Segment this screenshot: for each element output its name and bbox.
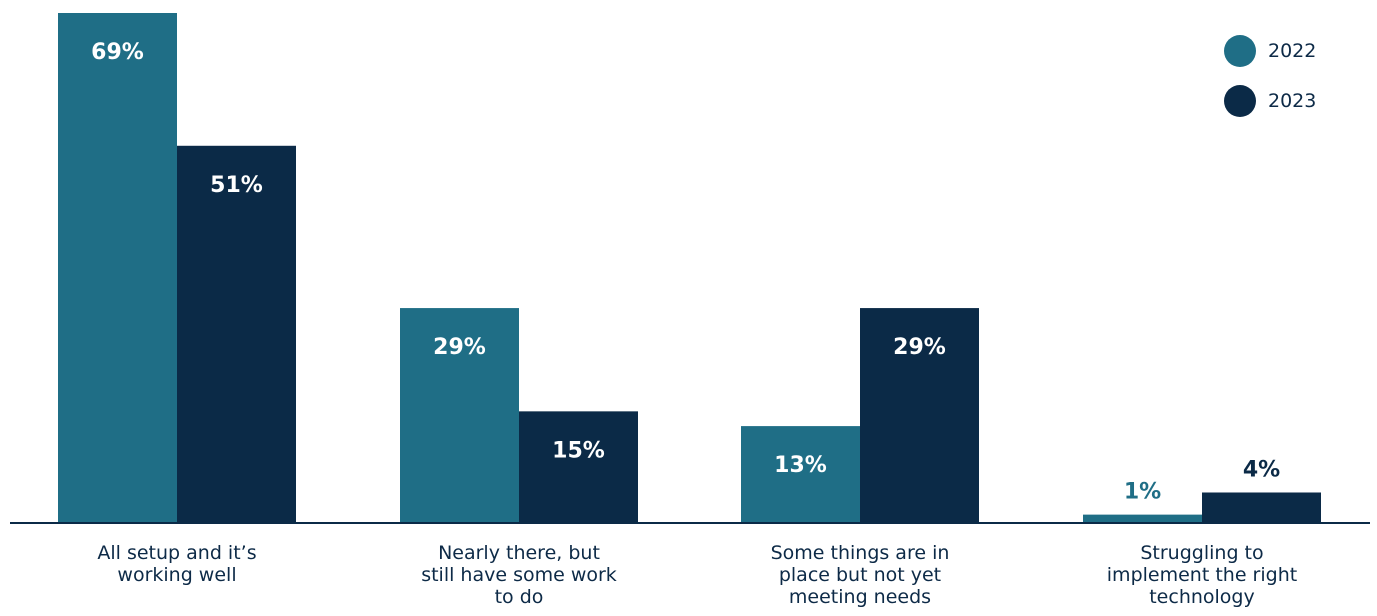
category-label-0: All setup and it’s working well [62, 542, 292, 586]
category-label-line: to do [494, 586, 544, 608]
legend-item-2023: 2023 [1224, 76, 1316, 126]
legend-label-2023: 2023 [1268, 90, 1317, 112]
bar-2022-0 [58, 13, 177, 522]
category-label-line: meeting needs [788, 586, 932, 608]
category-label-line: Nearly there, but [438, 542, 600, 564]
legend: 2022 2023 [1224, 26, 1316, 126]
bar-2022-1 [400, 308, 519, 522]
legend-item-2022: 2022 [1224, 26, 1316, 76]
category-label-1: Nearly there, but still have some work to … [404, 542, 634, 608]
bar-2023-0 [177, 145, 296, 523]
category-label-line: technology [1149, 586, 1255, 608]
category-label-2: Some things are in place but not yet meeti… [745, 542, 975, 608]
category-label-line: Some things are in [770, 542, 950, 564]
category-label-line: All setup and it’s [97, 542, 257, 564]
category-label-line: still have some work [421, 564, 617, 586]
legend-swatch-2022 [1224, 35, 1256, 67]
category-label-line: working well [117, 564, 237, 586]
legend-label-2022: 2022 [1268, 40, 1317, 62]
data-label-2023-0: 51% [210, 173, 263, 198]
category-label-line: Struggling to [1140, 542, 1264, 564]
bar-2022-3 [1083, 514, 1202, 522]
data-label-2023-2: 29% [893, 335, 946, 360]
data-label-2022-0: 69% [91, 40, 144, 65]
bar-2022-2 [741, 426, 860, 522]
data-label-2023-3: 4% [1243, 457, 1280, 482]
legend-swatch-2023 [1224, 85, 1256, 117]
category-label-3: Struggling to implement the right technolo… [1087, 542, 1317, 608]
category-label-line: implement the right [1106, 564, 1298, 586]
bar-2023-2 [860, 308, 979, 522]
bar-2023-3 [1202, 492, 1321, 522]
category-label-line: place but not yet [778, 564, 942, 586]
data-label-2022-3: 1% [1124, 480, 1161, 505]
data-label-2023-1: 15% [552, 438, 605, 463]
data-label-2022-1: 29% [433, 335, 486, 360]
data-label-2022-2: 13% [774, 453, 827, 478]
bar-2023-1 [519, 411, 638, 522]
